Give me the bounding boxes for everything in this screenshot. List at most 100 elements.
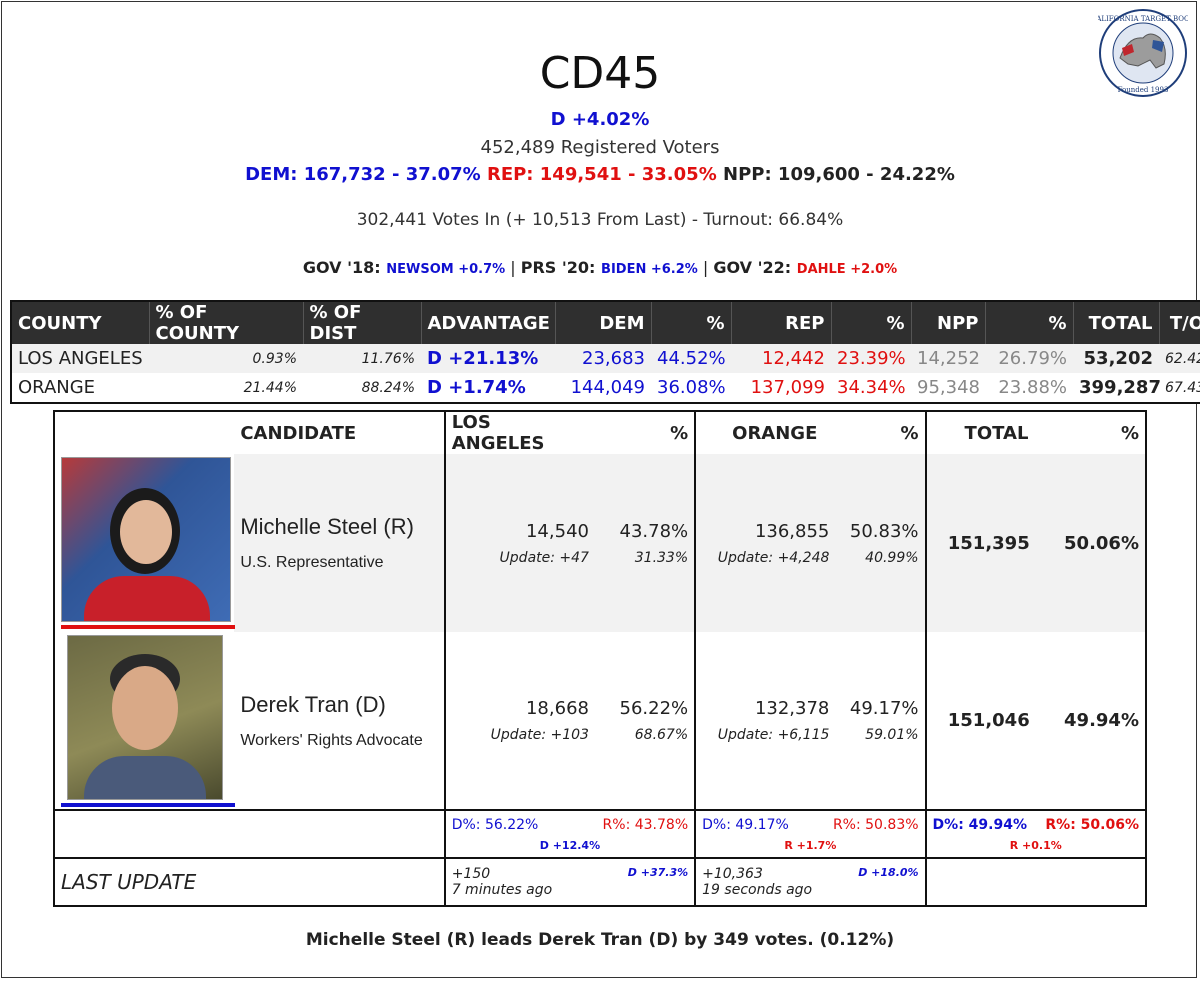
header-total: TOTAL [924, 411, 1036, 454]
candidate-photo [66, 634, 223, 800]
county-advantage: D +1.74% [421, 373, 555, 403]
header-rep: REP [731, 301, 832, 344]
la-update-pct: 31.33% [634, 549, 689, 566]
table-row: LOS ANGELES 0.93% 11.76% D +21.13% 23,68… [11, 344, 1200, 373]
header-pct-dist: % OF DIST [303, 301, 422, 344]
county-advantage: D +21.13% [421, 344, 555, 373]
county-name: ORANGE [11, 373, 149, 403]
la-votes-cell: 18,668 Update: +103 [443, 632, 595, 810]
separator: | [505, 258, 521, 277]
candidate-row-steel: Michelle Steel (R) U.S. Representative 1… [54, 454, 1146, 632]
district-title: CD45 [539, 48, 661, 99]
la-pct-cell: 43.78% 31.33% [595, 454, 695, 632]
total-pct: 49.94% [1064, 710, 1139, 731]
registered-voters: 452,489 Registered Voters [480, 137, 720, 158]
pct-of-county: 0.93% [149, 344, 303, 373]
total-count: 399,287 [1073, 373, 1161, 403]
npp-pct: 26.79% [985, 344, 1073, 373]
la-summary: D%: 56.22% R%: 43.78% D +12.4% [443, 809, 696, 858]
gov18-label: GOV '18: [302, 258, 381, 277]
district-advantage: D +4.02% [550, 109, 650, 130]
orange-update: Update: +6,115 [717, 727, 830, 743]
last-update-label: LAST UPDATE [54, 857, 445, 906]
gov22-value: DAHLE +2.0% [796, 262, 898, 277]
npp-count: 95,348 [911, 373, 985, 403]
orange-pct: 50.83% [849, 520, 919, 542]
candidate-photo [61, 457, 231, 622]
orange-pct-cell: 50.83% 40.99% [835, 454, 925, 632]
total-dem-share: D%: 49.94% [932, 816, 1027, 833]
total-count: 53,202 [1073, 344, 1159, 373]
orange-last-update: +10,363 D +18.0% 19 seconds ago [694, 857, 926, 906]
gov18-value: NEWSOM +0.7% [386, 262, 506, 277]
header-npp-pct: % [985, 301, 1074, 344]
votes-in-turnout: 302,441 Votes In (+ 10,513 From Last) - … [356, 210, 844, 230]
la-votes: 14,540 [525, 520, 589, 542]
npp-registration: NPP: 109,600 - 24.22% [723, 164, 955, 185]
clothing-shape [84, 576, 210, 621]
la-votes-cell: 14,540 Update: +47 [443, 454, 595, 632]
candidate-photo-cell [54, 454, 235, 632]
header-county: COUNTY [11, 301, 150, 344]
orange-update-pct: 40.99% [865, 549, 919, 566]
candidate-row-tran: Derek Tran (D) Workers' Rights Advocate … [54, 632, 1146, 810]
dem-count: 144,049 [555, 373, 651, 403]
party-color-bar [61, 625, 235, 629]
pct-of-dist: 11.76% [303, 344, 421, 373]
orange-margin: R +1.7% [784, 838, 837, 852]
header-la-pct: % [670, 422, 689, 444]
header-photo [54, 411, 234, 454]
npp-count: 14,252 [911, 344, 985, 373]
candidate-photo-cell [54, 632, 235, 810]
dem-pct: 44.52% [651, 344, 731, 373]
candidate-name: Derek Tran (D) [240, 691, 386, 717]
total-rep-share: R%: 50.06% [1045, 816, 1139, 833]
la-pct: 56.22% [619, 698, 689, 719]
header-npp: NPP [911, 301, 986, 344]
leader-summary: Michelle Steel (R) leads Derek Tran (D) … [305, 930, 895, 950]
header-advantage: ADVANTAGE [421, 301, 556, 344]
orange-update: Update: +4,248 [717, 549, 830, 566]
orange-votes-cell: 136,855 Update: +4,248 [694, 454, 836, 632]
county-table: COUNTY % OF COUNTY % OF DIST ADVANTAGE D… [10, 300, 1200, 404]
candidate-info: Derek Tran (D) Workers' Rights Advocate [234, 632, 444, 810]
la-last-time: 7 minutes ago [451, 882, 553, 898]
table-row: ORANGE 21.44% 88.24% D +1.74% 144,049 36… [11, 373, 1200, 403]
last-update-row: LAST UPDATE +150 D +37.3% 7 minutes ago … [54, 857, 1146, 906]
candidate-name: Michelle Steel (R) [240, 514, 414, 539]
header-los-angeles: LOS ANGELES [443, 411, 595, 454]
candidate-info: Michelle Steel (R) U.S. Representative [234, 454, 444, 632]
orange-rep-share: R%: 50.83% [832, 816, 919, 833]
header-pct-county: % OF COUNTY [149, 301, 304, 344]
la-votes: 18,668 [525, 698, 589, 719]
orange-dem-share: D%: 49.17% [702, 816, 789, 833]
orange-votes: 132,378 [754, 698, 830, 719]
rep-pct: 34.34% [831, 373, 911, 403]
orange-last-time: 19 seconds ago [702, 882, 813, 898]
california-target-book-logo: CALIFORNIA TARGET BOOK Founded 1993 [1098, 9, 1188, 97]
header-total: TOTAL [1073, 301, 1160, 344]
svg-text:Founded 1993: Founded 1993 [1118, 86, 1169, 94]
la-dem-share: D%: 56.22% [451, 816, 539, 833]
prs20-label: PRS '20: [520, 258, 596, 277]
header-total-pct: % [1120, 422, 1139, 444]
la-last-margin: D +37.3% [627, 866, 689, 879]
pct-of-county: 21.44% [149, 373, 303, 403]
total-votes: 151,046 [924, 632, 1036, 810]
clothing-shape [83, 755, 206, 799]
la-update-pct: 68.67% [634, 727, 689, 743]
total-margin: R +0.1% [1009, 838, 1062, 852]
pct-of-dist: 88.24% [303, 373, 421, 403]
total-summary: D%: 49.94% R%: 50.06% R +0.1% [924, 809, 1146, 858]
svg-text:CALIFORNIA TARGET BOOK: CALIFORNIA TARGET BOOK [1098, 15, 1188, 23]
orange-pct: 49.17% [849, 698, 919, 719]
la-rep-share: R%: 43.78% [602, 816, 689, 833]
party-registration: DEM: 167,732 - 37.07% REP: 149,541 - 33.… [0, 164, 1200, 185]
header-dem-pct: % [651, 301, 732, 344]
turnout-pct: 62.42% [1159, 344, 1200, 373]
header-turnout: T/O [1159, 301, 1200, 344]
candidate-title: U.S. Representative [240, 554, 384, 571]
past-results: GOV '18: NEWSOM +0.7% | PRS '20: BIDEN +… [0, 258, 1200, 277]
header-orange-pct: % [900, 422, 919, 444]
la-update: Update: +103 [490, 727, 589, 743]
